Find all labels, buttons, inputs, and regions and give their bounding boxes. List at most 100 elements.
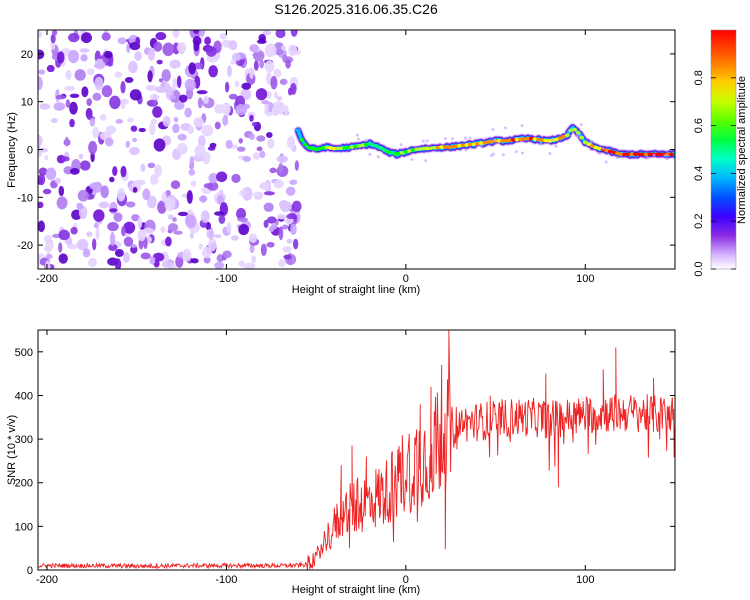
noise-blob <box>278 226 284 241</box>
noise-blob <box>294 160 299 171</box>
noise-blob <box>238 223 250 236</box>
noise-blob <box>140 252 151 260</box>
noise-blob <box>282 246 292 253</box>
noise-blob <box>121 225 126 237</box>
noise-blob <box>214 261 225 269</box>
noise-blob <box>38 134 43 147</box>
signal-outlier <box>520 151 524 155</box>
signal-track-cell <box>302 142 308 147</box>
noise-blob <box>146 195 157 209</box>
noise-blob <box>68 32 80 43</box>
spectrogram-ytick-label: 0 <box>27 145 33 157</box>
noise-blob <box>65 99 71 108</box>
snr-ytick-label: 300 <box>15 434 33 446</box>
noise-blob <box>253 49 265 62</box>
noise-blob <box>203 95 209 104</box>
noise-blob <box>263 219 269 228</box>
noise-blob <box>273 91 278 99</box>
noise-blob <box>189 155 195 170</box>
noise-blob <box>231 52 241 62</box>
noise-blob <box>161 261 174 268</box>
spectrogram-xtick-label: -100 <box>215 273 237 285</box>
signal-outlier <box>356 137 360 141</box>
noise-blob <box>193 30 200 35</box>
colorbar-label: Normalized spectral amplitude <box>736 76 748 224</box>
noise-blob <box>69 93 80 99</box>
noise-blob <box>190 258 199 264</box>
signal-outlier <box>451 137 455 141</box>
noise-blob <box>38 76 43 91</box>
signal-track-cell <box>622 152 628 157</box>
noise-blob <box>38 69 46 75</box>
noise-blob <box>199 30 206 38</box>
noise-blob <box>162 115 171 127</box>
noise-blob <box>256 135 266 142</box>
noise-blob <box>160 226 166 234</box>
noise-blob <box>241 82 252 90</box>
noise-blob <box>107 221 119 232</box>
spectrogram-ylabel: Frequency (Hz) <box>6 112 18 188</box>
noise-blob <box>276 155 289 163</box>
noise-blob <box>265 71 272 85</box>
noise-blob <box>157 200 167 214</box>
snr-xtick-label: -100 <box>215 574 237 586</box>
signal-track-cell <box>665 152 671 157</box>
colorbar-gradient <box>710 29 737 270</box>
noise-blob <box>50 41 56 50</box>
signal-outlier <box>601 147 605 151</box>
noise-blob <box>38 30 43 38</box>
signal-track-cell <box>424 146 430 151</box>
noise-blob <box>86 68 95 76</box>
signal-track-cell <box>572 127 578 132</box>
noise-blob <box>238 138 243 144</box>
noise-blob <box>249 67 254 80</box>
noise-blob <box>187 125 194 135</box>
spectrogram-ytick-label: 10 <box>21 97 33 109</box>
signal-track-cell <box>579 135 585 140</box>
noise-blob <box>69 101 78 115</box>
snr-plot-area <box>38 330 675 570</box>
signal-outlier <box>493 138 497 142</box>
noise-blob <box>234 80 240 88</box>
noise-blob <box>290 30 298 37</box>
noise-blob <box>239 189 248 197</box>
noise-region <box>38 30 302 269</box>
noise-blob <box>80 54 88 62</box>
noise-blob <box>267 138 275 149</box>
noise-blob <box>92 127 100 139</box>
noise-blob <box>286 136 296 149</box>
noise-blob <box>117 188 126 202</box>
signal-track-cell <box>564 133 570 137</box>
spectrogram-ytick-label: -10 <box>17 192 33 204</box>
signal-track-cell <box>582 140 588 145</box>
snr-ytick-label: 100 <box>15 521 33 533</box>
signal-outlier <box>443 137 447 141</box>
noise-blob <box>177 133 187 141</box>
noise-blob <box>255 88 268 101</box>
snr-ytick-label: 0 <box>27 565 33 577</box>
signal-track-cell <box>378 146 384 150</box>
noise-blob <box>44 234 53 243</box>
noise-blob <box>173 117 179 123</box>
noise-blob <box>65 70 72 81</box>
signal-track-cell <box>335 146 341 151</box>
noise-blob <box>177 211 188 217</box>
noise-blob <box>94 58 106 70</box>
noise-blob <box>38 220 45 233</box>
signal-outlier <box>579 122 583 126</box>
signal-outlier <box>376 155 380 159</box>
noise-blob <box>231 235 239 241</box>
noise-blob <box>55 94 66 100</box>
noise-blob <box>109 208 118 213</box>
signal-track-cell <box>496 139 502 143</box>
noise-blob <box>155 86 167 93</box>
noise-blob <box>198 135 206 148</box>
noise-blob <box>150 174 159 185</box>
noise-blob <box>174 101 185 110</box>
signal-outlier <box>589 140 593 144</box>
noise-blob <box>208 237 217 252</box>
noise-blob <box>188 168 196 176</box>
noise-blob <box>169 95 177 100</box>
noise-blob <box>271 105 280 116</box>
